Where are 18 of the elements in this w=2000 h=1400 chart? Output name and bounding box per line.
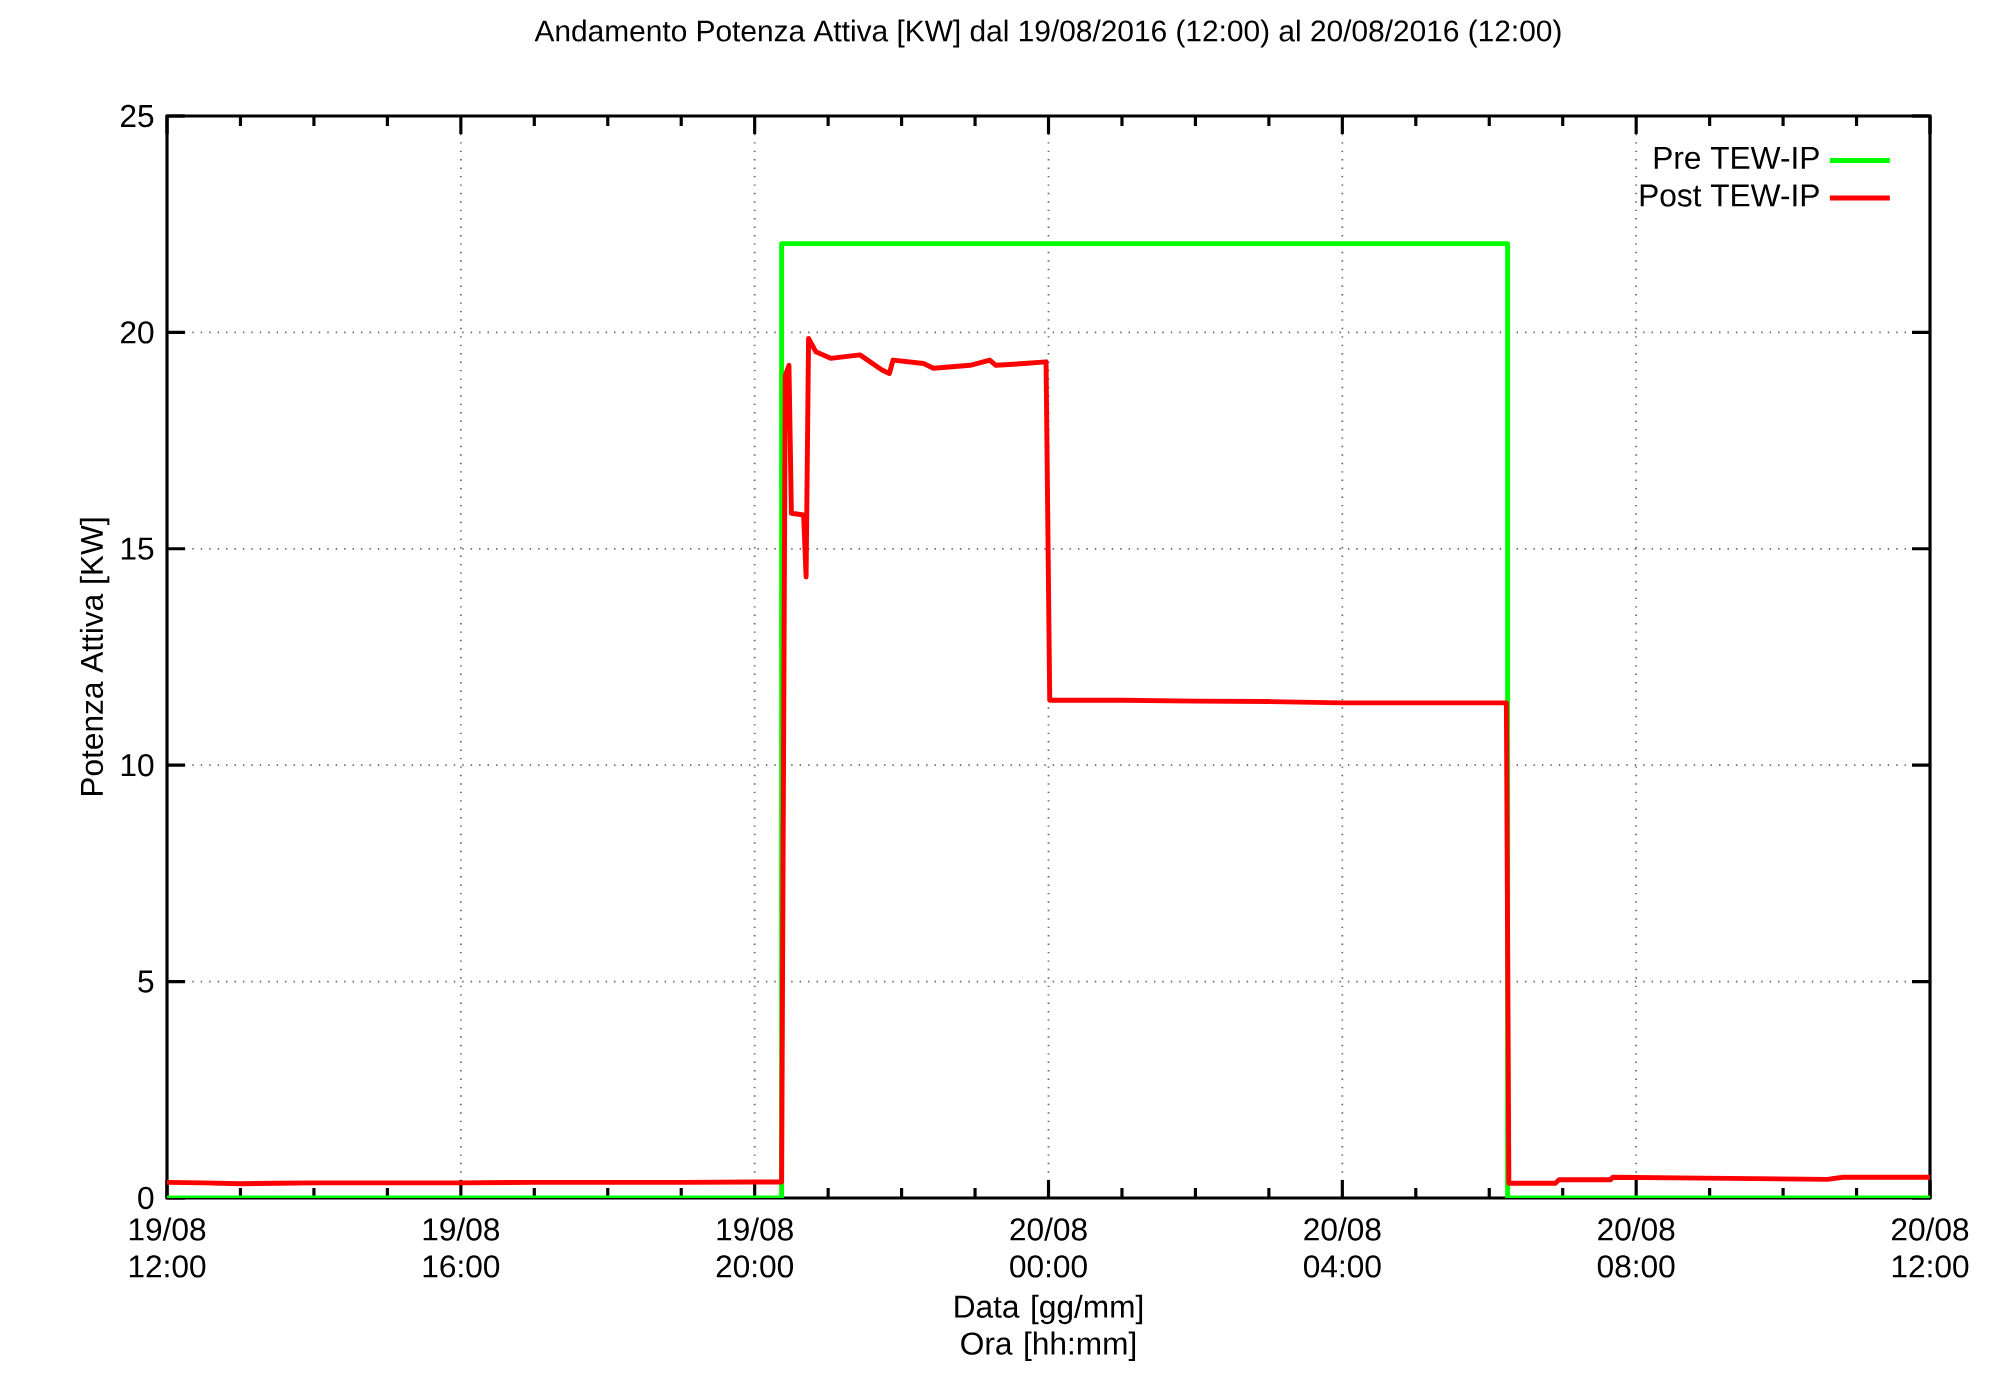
y-tick-label: 25 [121, 104, 154, 128]
y-tick-label: 10 [121, 753, 154, 777]
x-tick-label: 19/08 16:00 [423, 1217, 500, 1278]
legend-label: Post TEW-IP [1640, 184, 1819, 207]
x-tick-label: 20/08 04:00 [1303, 1217, 1381, 1278]
x-axis-title: Data [gg/mm] Ora [hh:mm] [955, 1294, 1143, 1362]
chart-title: Andamento Potenza Attiva [KW] dal 19/08/2016 (12:00) al 20/08/2016 (12:00) [534, 19, 1561, 48]
x-tick-label: 20/08 12:00 [1892, 1217, 1969, 1278]
y-tick-label: 0 [138, 1186, 154, 1210]
y-tick-label: 5 [138, 970, 154, 993]
legend-label: Pre TEW-IP [1654, 146, 1819, 170]
x-tick-label: 20/08 00:00 [1010, 1217, 1087, 1278]
y-axis-title: Potenza Attiva [KW] [79, 518, 110, 796]
x-tick-label: 19/08 12:00 [129, 1217, 206, 1278]
x-tick-label: 19/08 20:00 [716, 1217, 794, 1278]
x-tick-label: 20/08 08:00 [1597, 1217, 1675, 1278]
y-tick-label: 20 [121, 321, 154, 344]
y-tick-label: 15 [121, 537, 154, 560]
